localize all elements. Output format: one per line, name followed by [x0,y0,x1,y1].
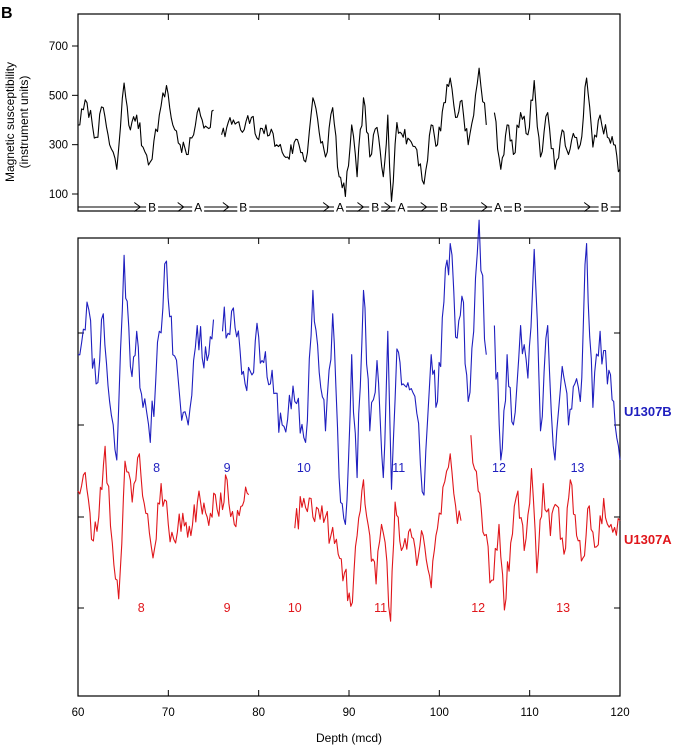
top-y-axis-label-line2: (instrument units) [17,76,31,169]
u1307a-core-label-11: 11 [374,601,387,615]
x-tick-label-100: 100 [430,707,449,719]
top-series-line-segment-2 [221,67,487,202]
splice-hole-label-9: B [514,201,522,215]
bottom-panel-series [77,219,621,622]
x-axis-tick-labels: 60 70 80 90 100 110 120 [72,707,630,719]
top-panel: 100 300 500 700 Magnetic susceptibility (in… [3,13,621,215]
splice-hole-label-2: A [194,201,202,215]
x-tick-label-110: 110 [520,707,538,719]
u1307b-core-label-12: 12 [492,461,506,475]
splice-label-bg-3 [237,200,250,214]
u1307b-line-segment-2 [221,219,487,525]
splice-label-bg-4 [333,200,346,214]
x-tick-label-90: 90 [343,707,356,719]
x-tick-label-60: 60 [72,707,85,719]
top-y-axis: 100 300 500 700 [49,41,78,201]
splice-label-bg-10 [598,200,611,214]
splice-hole-label-4: A [336,201,344,215]
splice-hole-label-7: B [440,201,448,215]
top-panel-x-ticks [77,14,621,20]
splice-label-bg-1 [146,200,159,214]
top-y-tick-label-500: 500 [49,90,68,102]
u1307a-core-label-13: 13 [556,601,570,615]
u1307b-core-label-13: 13 [571,461,585,475]
splice-label-bg-7 [437,200,450,214]
splice-label-bg-9 [511,200,524,214]
u1307a-line-segment-1 [77,445,250,600]
splice-tie-arrow-4 [322,202,330,212]
x-tick-label-120: 120 [610,707,629,719]
splice-tie-arrow-8 [480,202,489,212]
u1307b-line-segment-1 [77,254,215,461]
splice-tie-arrow-2 [177,202,185,212]
series-label-u1307a: U1307A [624,532,672,547]
series-labels: U1307B U1307A [624,404,672,547]
u1307b-core-label-8: 8 [153,461,160,475]
splice-tie-arrow-10 [583,202,592,212]
splice-hole-label-3: B [239,201,247,215]
top-y-tick-label-700: 700 [49,41,68,53]
panel-label: B [1,5,13,22]
top-series-line-segment-1 [77,82,214,170]
u1307a-core-label-10: 10 [288,601,302,615]
splice-hole-label-8: A [494,201,502,215]
series-label-u1307b: U1307B [624,404,672,419]
x-tick-label-70: 70 [162,707,175,719]
u1307a-core-label-9: 9 [224,601,231,615]
splice-label-bg-2 [192,200,205,214]
top-series-line-segment-3 [493,77,621,173]
splice-label-bg-6 [395,200,408,214]
splice-hole-label-6: A [397,201,405,215]
top-panel-series [77,67,621,202]
top-y-tick-label-100: 100 [49,189,68,201]
splice-hole-label-10: B [601,201,609,215]
splice-label-bg-5 [369,200,382,214]
u1307b-line-segment-3 [493,243,621,461]
bottom-panel: 8 9 10 11 12 13 8 9 10 11 12 13 U1307B U1307A 60 70 80… [72,219,672,745]
splice-tie-arrow-7 [420,202,428,212]
top-y-axis-label-line1: Magnetic susceptibility [3,62,17,182]
splice-tie-arrow-6 [384,202,392,212]
splice-tie-arrow-5 [357,202,365,212]
splice-hole-label-5: B [371,201,379,215]
u1307b-core-label-11: 11 [392,461,405,475]
u1307a-line-segment-3 [470,435,621,611]
x-axis-label: Depth (mcd) [316,731,382,745]
u1307a-line-segment-2 [294,453,462,622]
core-labels: 8 9 10 11 12 13 8 9 10 11 12 13 [138,461,585,615]
u1307a-core-label-8: 8 [138,601,145,615]
u1307a-core-label-12: 12 [471,601,485,615]
splice-tie-arrow-3 [222,202,230,212]
splice-hole-label-1: B [148,201,156,215]
u1307b-core-label-9: 9 [224,461,231,475]
top-y-tick-label-300: 300 [49,140,68,152]
splice-label-bg-8 [492,200,505,214]
u1307b-core-label-10: 10 [297,461,311,475]
x-tick-label-80: 80 [252,707,265,719]
splice-tie-arrow-1 [134,202,142,212]
